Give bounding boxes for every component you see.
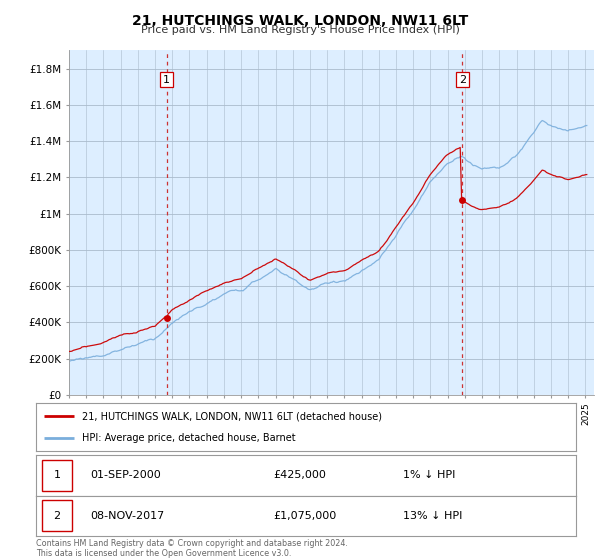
Text: 21, HUTCHINGS WALK, LONDON, NW11 6LT: 21, HUTCHINGS WALK, LONDON, NW11 6LT [132,14,468,28]
FancyBboxPatch shape [43,501,72,531]
Text: 08-NOV-2017: 08-NOV-2017 [90,511,164,521]
Text: HPI: Average price, detached house, Barnet: HPI: Average price, detached house, Barn… [82,433,296,443]
Text: 2: 2 [459,74,466,85]
Text: 01-SEP-2000: 01-SEP-2000 [90,470,161,480]
Text: 13% ↓ HPI: 13% ↓ HPI [403,511,463,521]
FancyBboxPatch shape [43,460,72,491]
Text: 1% ↓ HPI: 1% ↓ HPI [403,470,455,480]
Text: £1,075,000: £1,075,000 [274,511,337,521]
Text: 1: 1 [163,74,170,85]
Text: £425,000: £425,000 [274,470,326,480]
Text: 21, HUTCHINGS WALK, LONDON, NW11 6LT (detached house): 21, HUTCHINGS WALK, LONDON, NW11 6LT (de… [82,411,382,421]
Text: Price paid vs. HM Land Registry's House Price Index (HPI): Price paid vs. HM Land Registry's House … [140,25,460,35]
Text: Contains HM Land Registry data © Crown copyright and database right 2024.
This d: Contains HM Land Registry data © Crown c… [36,539,348,558]
Text: 1: 1 [53,470,61,480]
Text: 2: 2 [53,511,61,521]
